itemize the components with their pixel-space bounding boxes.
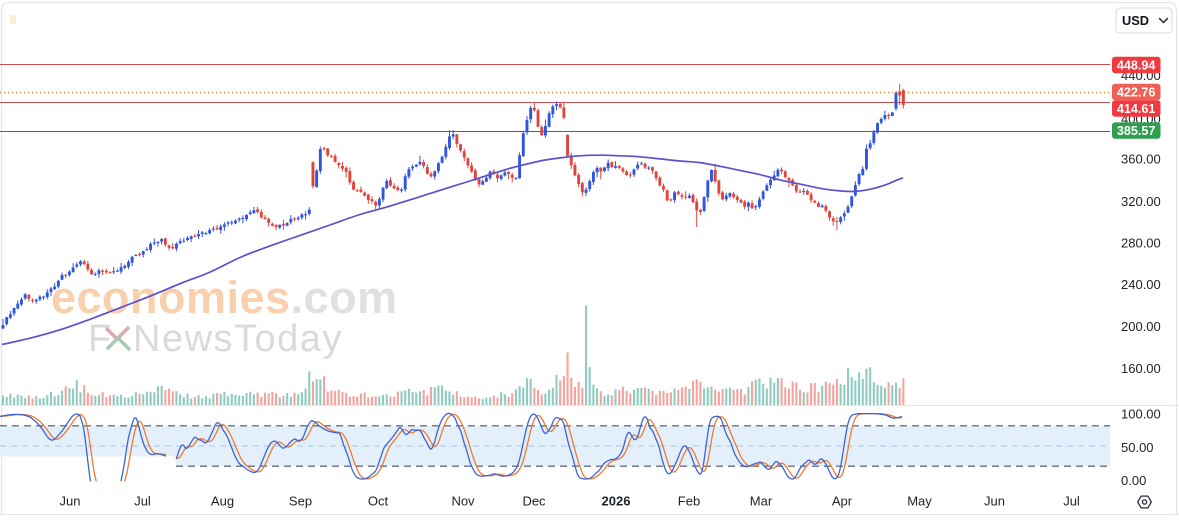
svg-text:May: May <box>907 494 932 509</box>
svg-text:Aug: Aug <box>211 494 234 509</box>
svg-text:Jul: Jul <box>1063 494 1080 509</box>
svg-text:2026: 2026 <box>602 494 631 509</box>
svg-text:320.00: 320.00 <box>1121 194 1161 209</box>
svg-text:USD: USD <box>1122 13 1149 28</box>
svg-text:economies.com: economies.com <box>51 272 398 323</box>
svg-text:Apr: Apr <box>832 494 853 509</box>
svg-text:0.00: 0.00 <box>1121 473 1146 488</box>
svg-text:200.00: 200.00 <box>1121 319 1161 334</box>
svg-text:Jun: Jun <box>60 494 81 509</box>
svg-text:360.00: 360.00 <box>1121 152 1161 167</box>
svg-text:448.94: 448.94 <box>1117 59 1156 73</box>
svg-text:100.00: 100.00 <box>1121 407 1161 422</box>
svg-text:Feb: Feb <box>678 494 700 509</box>
svg-text:NewsToday: NewsToday <box>133 318 343 360</box>
svg-text:160.00: 160.00 <box>1121 361 1161 376</box>
svg-text:Jul: Jul <box>134 494 151 509</box>
svg-text:414.61: 414.61 <box>1117 102 1156 116</box>
svg-text:Nov: Nov <box>451 494 475 509</box>
svg-text:280.00: 280.00 <box>1121 236 1161 251</box>
svg-text:Mar: Mar <box>750 494 773 509</box>
svg-text:Oct: Oct <box>368 494 389 509</box>
svg-text:385.57: 385.57 <box>1117 124 1156 138</box>
svg-text:Dec: Dec <box>522 494 546 509</box>
svg-text:50.00: 50.00 <box>1121 440 1154 455</box>
svg-text:240.00: 240.00 <box>1121 277 1161 292</box>
svg-text:422.76: 422.76 <box>1117 86 1156 100</box>
svg-text:F: F <box>88 318 113 360</box>
svg-text:Jun: Jun <box>984 494 1005 509</box>
svg-text:Sep: Sep <box>289 494 312 509</box>
